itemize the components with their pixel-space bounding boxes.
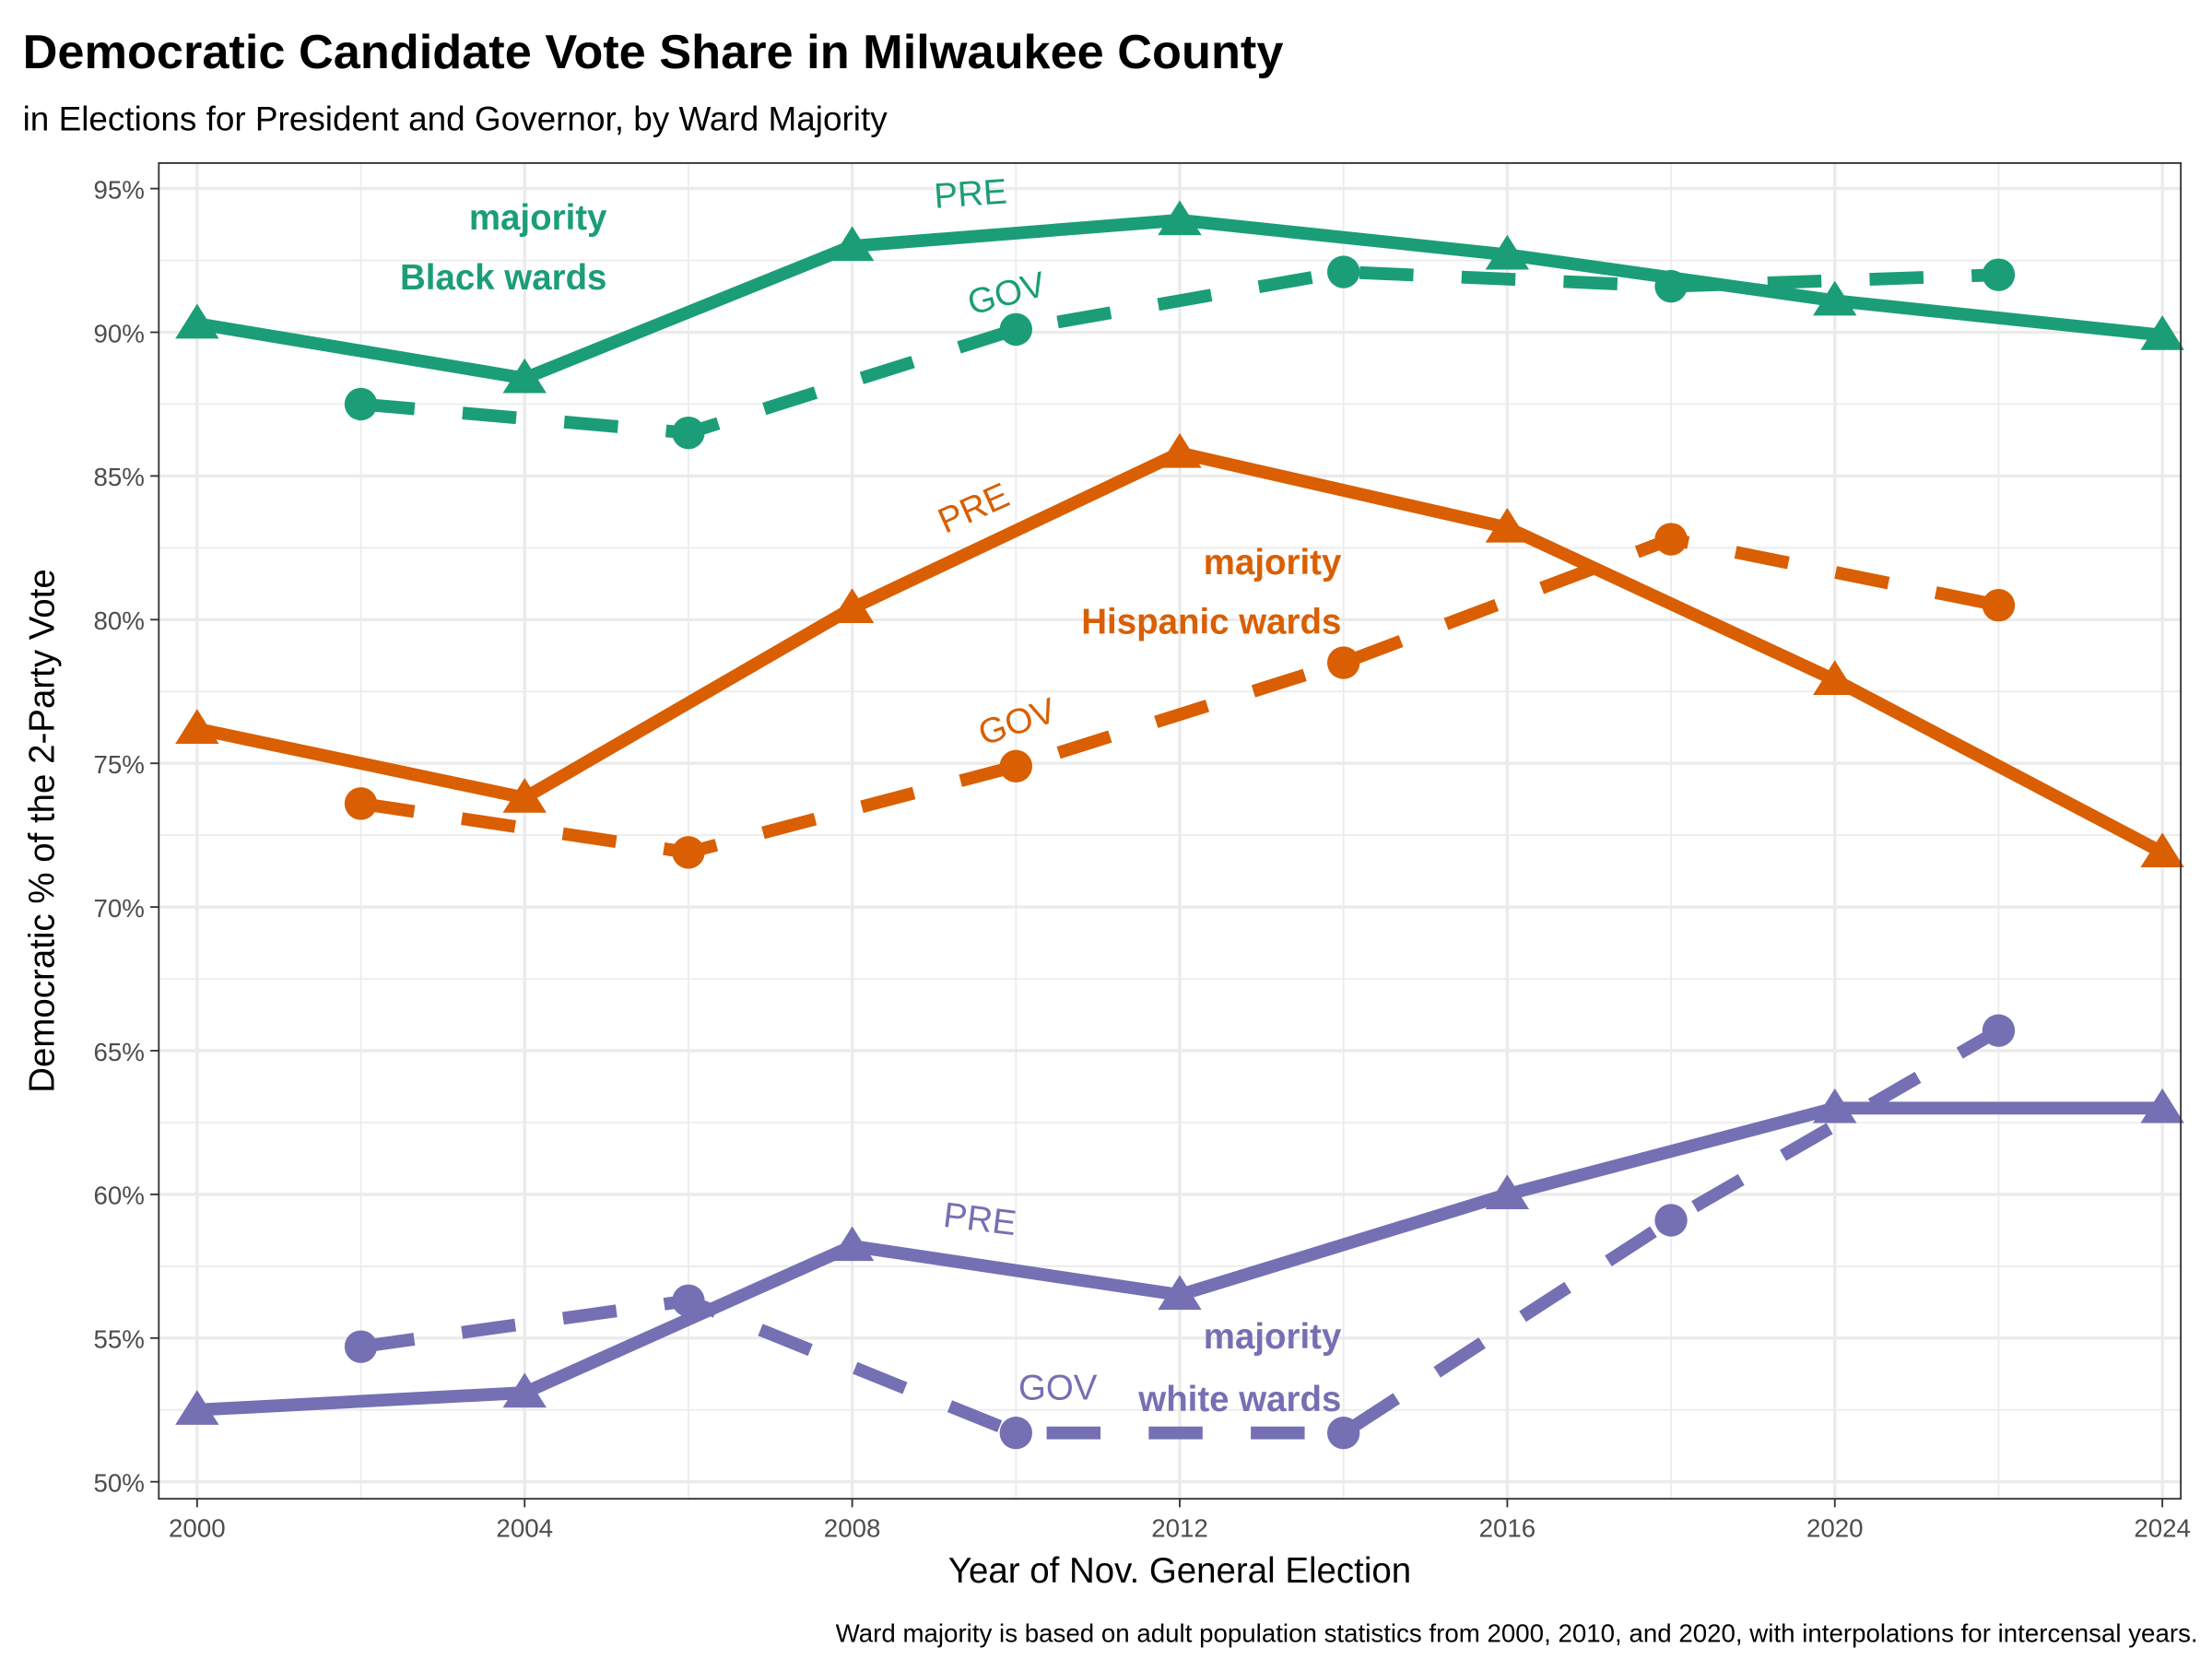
y-tick-label: 65% [94,1038,145,1066]
data-point-circle [672,1284,705,1317]
data-point-triangle [502,1372,547,1408]
y-tick-label: 85% [94,463,145,491]
label-white-majority: majority [1204,1317,1342,1357]
y-tick-label: 50% [94,1468,145,1497]
series-line-white-gov [359,1025,2002,1440]
label-white-gov: GOV [1018,1368,1098,1407]
data-point-triangle [830,588,875,623]
series-line-black-gov [359,265,1999,440]
panel-border [158,162,2183,1500]
label-hispanic-majority: majority [1204,543,1342,582]
data-point-triangle [1485,507,1530,543]
chart-subtitle: in Elections for President and Governor,… [23,100,888,138]
data-point-circle [1982,258,2016,291]
series-points [175,200,2184,1450]
data-point-circle [1327,646,1360,679]
data-point-triangle [830,1226,875,1262]
data-point-triangle [1813,1088,1857,1124]
y-tick-label: 70% [94,894,145,923]
data-point-triangle [502,778,547,813]
data-point-triangle [2140,832,2184,868]
data-point-circle [1327,255,1360,288]
x-tick-label: 2012 [1151,1514,1208,1543]
annotation-black: majority Black wards PRE GOV [400,171,1050,323]
data-point-triangle [1813,280,1857,316]
data-point-triangle [502,358,547,394]
data-point-triangle [830,226,875,262]
label-hispanic-wards: Hispanic wards [1081,603,1341,642]
chart-title: Democratic Candidate Vote Share in Milwa… [23,26,1284,79]
y-tick-label: 60% [94,1182,145,1210]
data-point-circle [1654,523,1688,556]
x-tick-label: 2000 [169,1514,226,1543]
data-point-triangle [1813,660,1857,695]
y-tick-label: 80% [94,606,145,635]
label-white-pre: PRE [941,1195,1018,1243]
data-point-circle [1982,589,2016,622]
data-point-triangle [1158,1275,1202,1311]
label-black-wards: Black wards [400,258,606,298]
grid [159,162,2182,1500]
data-point-circle [344,1330,378,1363]
data-point-circle [672,416,705,450]
data-point-circle [1327,1416,1360,1450]
annotation-white: majority white wards PRE GOV [941,1195,1342,1419]
data-point-circle [1654,269,1688,303]
data-point-circle [999,1416,1032,1450]
data-point-circle [672,836,705,869]
data-point-triangle [2140,315,2184,350]
data-point-triangle [1158,432,1202,468]
data-point-circle [344,387,378,421]
y-tick-label: 95% [94,175,145,204]
y-tick-label: 55% [94,1325,145,1354]
data-point-circle [999,312,1032,347]
x-tick-label: 2008 [824,1514,881,1543]
label-black-majority: majority [469,198,607,238]
panel-background [159,162,2182,1500]
data-point-circle [344,787,378,820]
y-tick-label: 90% [94,319,145,347]
data-point-triangle [1485,234,1530,270]
x-tick-label: 2004 [496,1514,553,1543]
label-white-wards: white wards [1137,1380,1341,1419]
x-tick-label: 2024 [2134,1514,2191,1543]
data-point-triangle [175,1390,219,1425]
x-axis: 2000 2004 2008 2012 2016 2020 2024 [169,1499,2191,1543]
data-point-triangle [2140,1088,2184,1124]
x-tick-label: 2016 [1479,1514,1536,1543]
series-line-hispanic-gov [359,533,2000,859]
x-tick-label: 2020 [1806,1514,1864,1543]
data-point-triangle [175,303,219,339]
data-point-circle [1982,1014,2016,1047]
y-tick-label: 75% [94,750,145,779]
data-point-triangle [1485,1174,1530,1210]
data-point-triangle [1158,200,1202,236]
x-axis-title: Year of Nov. General Election [948,1551,1411,1591]
y-axis-title: Democratic % of the 2-Party Vote [22,569,62,1093]
label-black-pre: PRE [933,171,1008,216]
y-axis: 50% 55% 60% 65% 70% 75% 80% 85% 90% 95% [94,175,159,1497]
data-point-triangle [175,709,219,744]
data-point-circle [999,749,1032,783]
caption: Ward majority is based on adult populati… [836,1619,2198,1648]
data-point-circle [1654,1204,1688,1237]
